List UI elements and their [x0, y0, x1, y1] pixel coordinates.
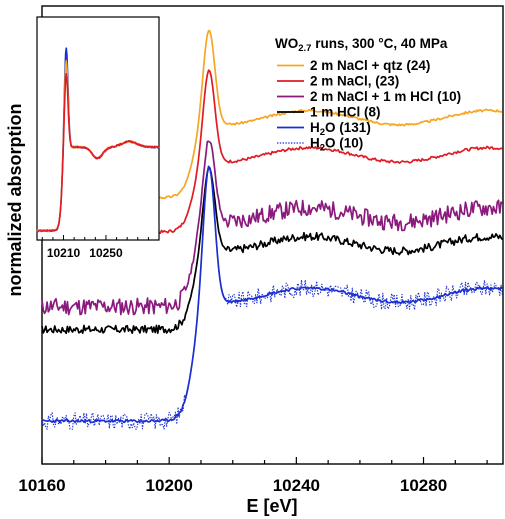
- legend-entries: 2 m NaCl + qtz (24)2 m NaCl, (23)2 m NaC…: [277, 58, 461, 154]
- x-axis-ticks: 10160 10200 10240 10280: [18, 457, 488, 495]
- legend-title-rest: runs, 300 °C, 40 MPa: [311, 36, 447, 51]
- legend-label-3: 1 m HCl (8): [310, 105, 381, 120]
- series-line-3: [41, 166, 504, 335]
- inset: 10210 10250: [36, 16, 160, 260]
- x-tick-label: 10200: [146, 476, 193, 495]
- y-axis-title: normalized absorption: [5, 103, 25, 296]
- legend-label-1: 2 m NaCl, (23): [310, 74, 399, 89]
- series-line-2: [41, 140, 503, 316]
- x-tick-label: 10240: [273, 476, 320, 495]
- legend-label-5: H2O (10): [310, 136, 363, 154]
- legend-label-0: 2 m NaCl + qtz (24): [310, 58, 430, 73]
- inset-x-tick-label: 10210: [47, 246, 81, 260]
- inset-line-2: [36, 72, 160, 233]
- legend-title: WO2.7 runs, 300 °C, 40 MPa: [275, 36, 448, 54]
- legend: WO2.7 runs, 300 °C, 40 MPa 2 m NaCl + qt…: [275, 36, 461, 154]
- inset-x-ticks: 10210 10250: [41, 235, 160, 260]
- legend-title-sub: 2.7: [298, 43, 311, 54]
- inset-frame: [36, 16, 160, 241]
- legend-title-main: WO: [275, 36, 298, 51]
- x-tick-label: 10280: [400, 476, 447, 495]
- x-axis-title: E [eV]: [246, 496, 297, 516]
- inset-series-group: [36, 47, 160, 233]
- legend-label-4: H2O (131): [310, 120, 371, 138]
- legend-label-2: 2 m NaCl + 1 m HCl (10): [310, 89, 461, 104]
- inset-x-tick-label: 10250: [89, 246, 123, 260]
- x-tick-label: 10160: [18, 476, 65, 495]
